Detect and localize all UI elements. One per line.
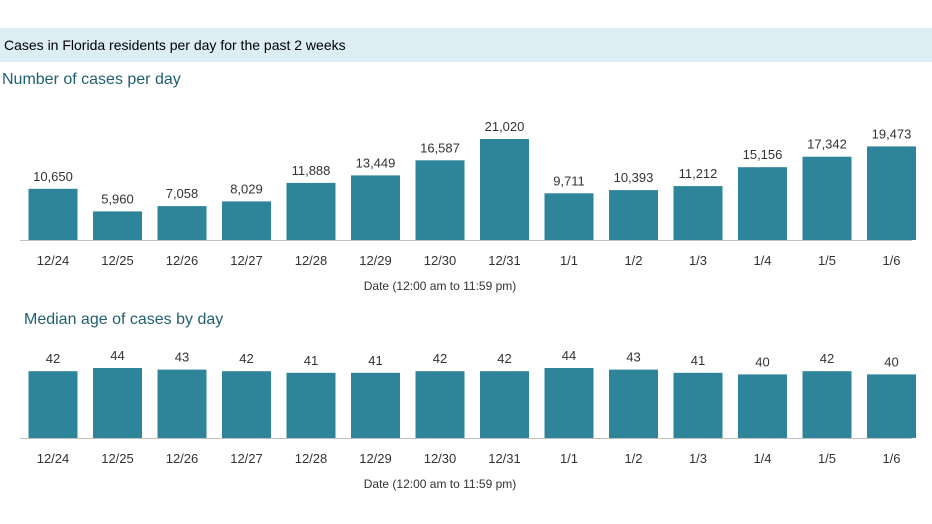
cases-data-label: 8,029 [230, 181, 263, 196]
age-tick-label: 1/5 [818, 451, 836, 466]
age-bar [802, 371, 852, 438]
age-data-label: 41 [304, 353, 318, 368]
age-bar [157, 369, 207, 438]
cases-bar [415, 160, 465, 240]
age-data-label: 41 [368, 353, 382, 368]
age-tick-label: 12/25 [101, 451, 134, 466]
cases-x-axis-label: Date (12:00 am to 11:59 pm) [364, 279, 517, 293]
cases-data-label: 16,587 [420, 140, 460, 155]
cases-bar [286, 182, 336, 240]
age-tick-label: 1/2 [624, 451, 642, 466]
age-tick-label: 12/29 [359, 451, 392, 466]
age-data-label: 40 [755, 354, 769, 369]
age-data-label: 40 [884, 354, 898, 369]
cases-tick-label: 12/29 [359, 253, 392, 268]
cases-data-label: 7,058 [166, 186, 199, 201]
age-bar [286, 372, 336, 438]
age-bar [867, 374, 916, 438]
cases-tick-label: 12/25 [101, 253, 134, 268]
cases-bar [802, 156, 852, 240]
cases-data-label: 13,449 [356, 155, 396, 170]
age-data-label: 41 [691, 353, 705, 368]
age-data-label: 44 [110, 348, 124, 363]
chart-banner: Cases in Florida residents per day for t… [0, 28, 932, 62]
cases-data-label: 15,156 [743, 147, 783, 162]
cases-data-label: 5,960 [101, 191, 134, 206]
age-tick-label: 1/4 [753, 451, 771, 466]
age-bar [222, 371, 271, 438]
cases-tick-label: 12/30 [424, 253, 457, 268]
cases-bar [673, 186, 723, 240]
age-tick-label: 12/26 [166, 451, 199, 466]
age-data-label: 42 [433, 351, 447, 366]
age-bar [480, 371, 529, 438]
cases-chart-title: Number of cases per day [2, 71, 181, 88]
age-tick-label: 12/27 [230, 451, 263, 466]
cases-data-label: 10,393 [614, 170, 654, 185]
cases-bar [28, 188, 78, 240]
cases-bar [157, 206, 207, 240]
cases-data-label: 19,473 [872, 126, 912, 141]
cases-bar [738, 167, 787, 240]
age-data-label: 42 [820, 351, 834, 366]
cases-bar [222, 201, 271, 240]
age-bar [609, 369, 658, 438]
age-data-label: 43 [626, 350, 640, 365]
banner-title: Cases in Florida residents per day for t… [4, 37, 346, 53]
cases-bar [93, 211, 142, 240]
age-tick-label: 12/30 [424, 451, 457, 466]
cases-tick-label: 1/3 [689, 253, 707, 268]
age-tick-label: 1/3 [689, 451, 707, 466]
age-chart-title: Median age of cases by day [24, 311, 224, 328]
age-data-label: 42 [46, 351, 60, 366]
cases-data-label: 21,020 [485, 119, 525, 134]
age-tick-label: 12/31 [488, 451, 521, 466]
age-data-label: 44 [562, 348, 576, 363]
age-data-label: 42 [239, 351, 253, 366]
age-bar [93, 368, 142, 438]
age-tick-label: 1/1 [560, 451, 578, 466]
age-bar [415, 371, 465, 438]
cases-tick-label: 12/31 [488, 253, 521, 268]
cases-bar [544, 193, 594, 240]
cases-tick-label: 1/6 [882, 253, 900, 268]
cases-tick-label: 12/26 [166, 253, 199, 268]
age-bar [738, 374, 787, 438]
cases-bar [351, 175, 400, 240]
age-data-label: 43 [175, 350, 189, 365]
cases-tick-label: 12/24 [37, 253, 70, 268]
age-chart: 42 12/24 44 12/25 43 12/26 42 12/27 41 12/28 41 12/… [20, 348, 916, 491]
cases-data-label: 11,888 [292, 163, 331, 178]
age-bar [673, 372, 723, 438]
cases-bar [480, 139, 529, 240]
cases-tick-label: 12/28 [295, 253, 328, 268]
cases-data-label: 9,711 [553, 173, 585, 188]
age-tick-label: 12/24 [37, 451, 70, 466]
age-x-axis-label: Date (12:00 am to 11:59 pm) [364, 477, 517, 491]
cases-data-label: 17,342 [807, 137, 847, 152]
age-data-label: 42 [497, 351, 511, 366]
cases-bar [867, 146, 916, 240]
cases-tick-label: 1/2 [624, 253, 642, 268]
cases-tick-label: 1/1 [560, 253, 578, 268]
cases-tick-label: 12/27 [230, 253, 263, 268]
cases-data-label: 11,212 [679, 166, 718, 181]
cases-data-label: 10,650 [33, 169, 73, 184]
age-bar [28, 371, 78, 438]
cases-bar [609, 190, 658, 240]
age-tick-label: 12/28 [295, 451, 328, 466]
age-bar [544, 368, 594, 438]
age-tick-label: 1/6 [882, 451, 900, 466]
age-bar [351, 372, 400, 438]
cases-tick-label: 1/5 [818, 253, 836, 268]
cases-tick-label: 1/4 [753, 253, 771, 268]
cases-chart: 10,650 12/24 5,960 12/25 7,058 12/26 8,029 12/2… [20, 119, 916, 293]
